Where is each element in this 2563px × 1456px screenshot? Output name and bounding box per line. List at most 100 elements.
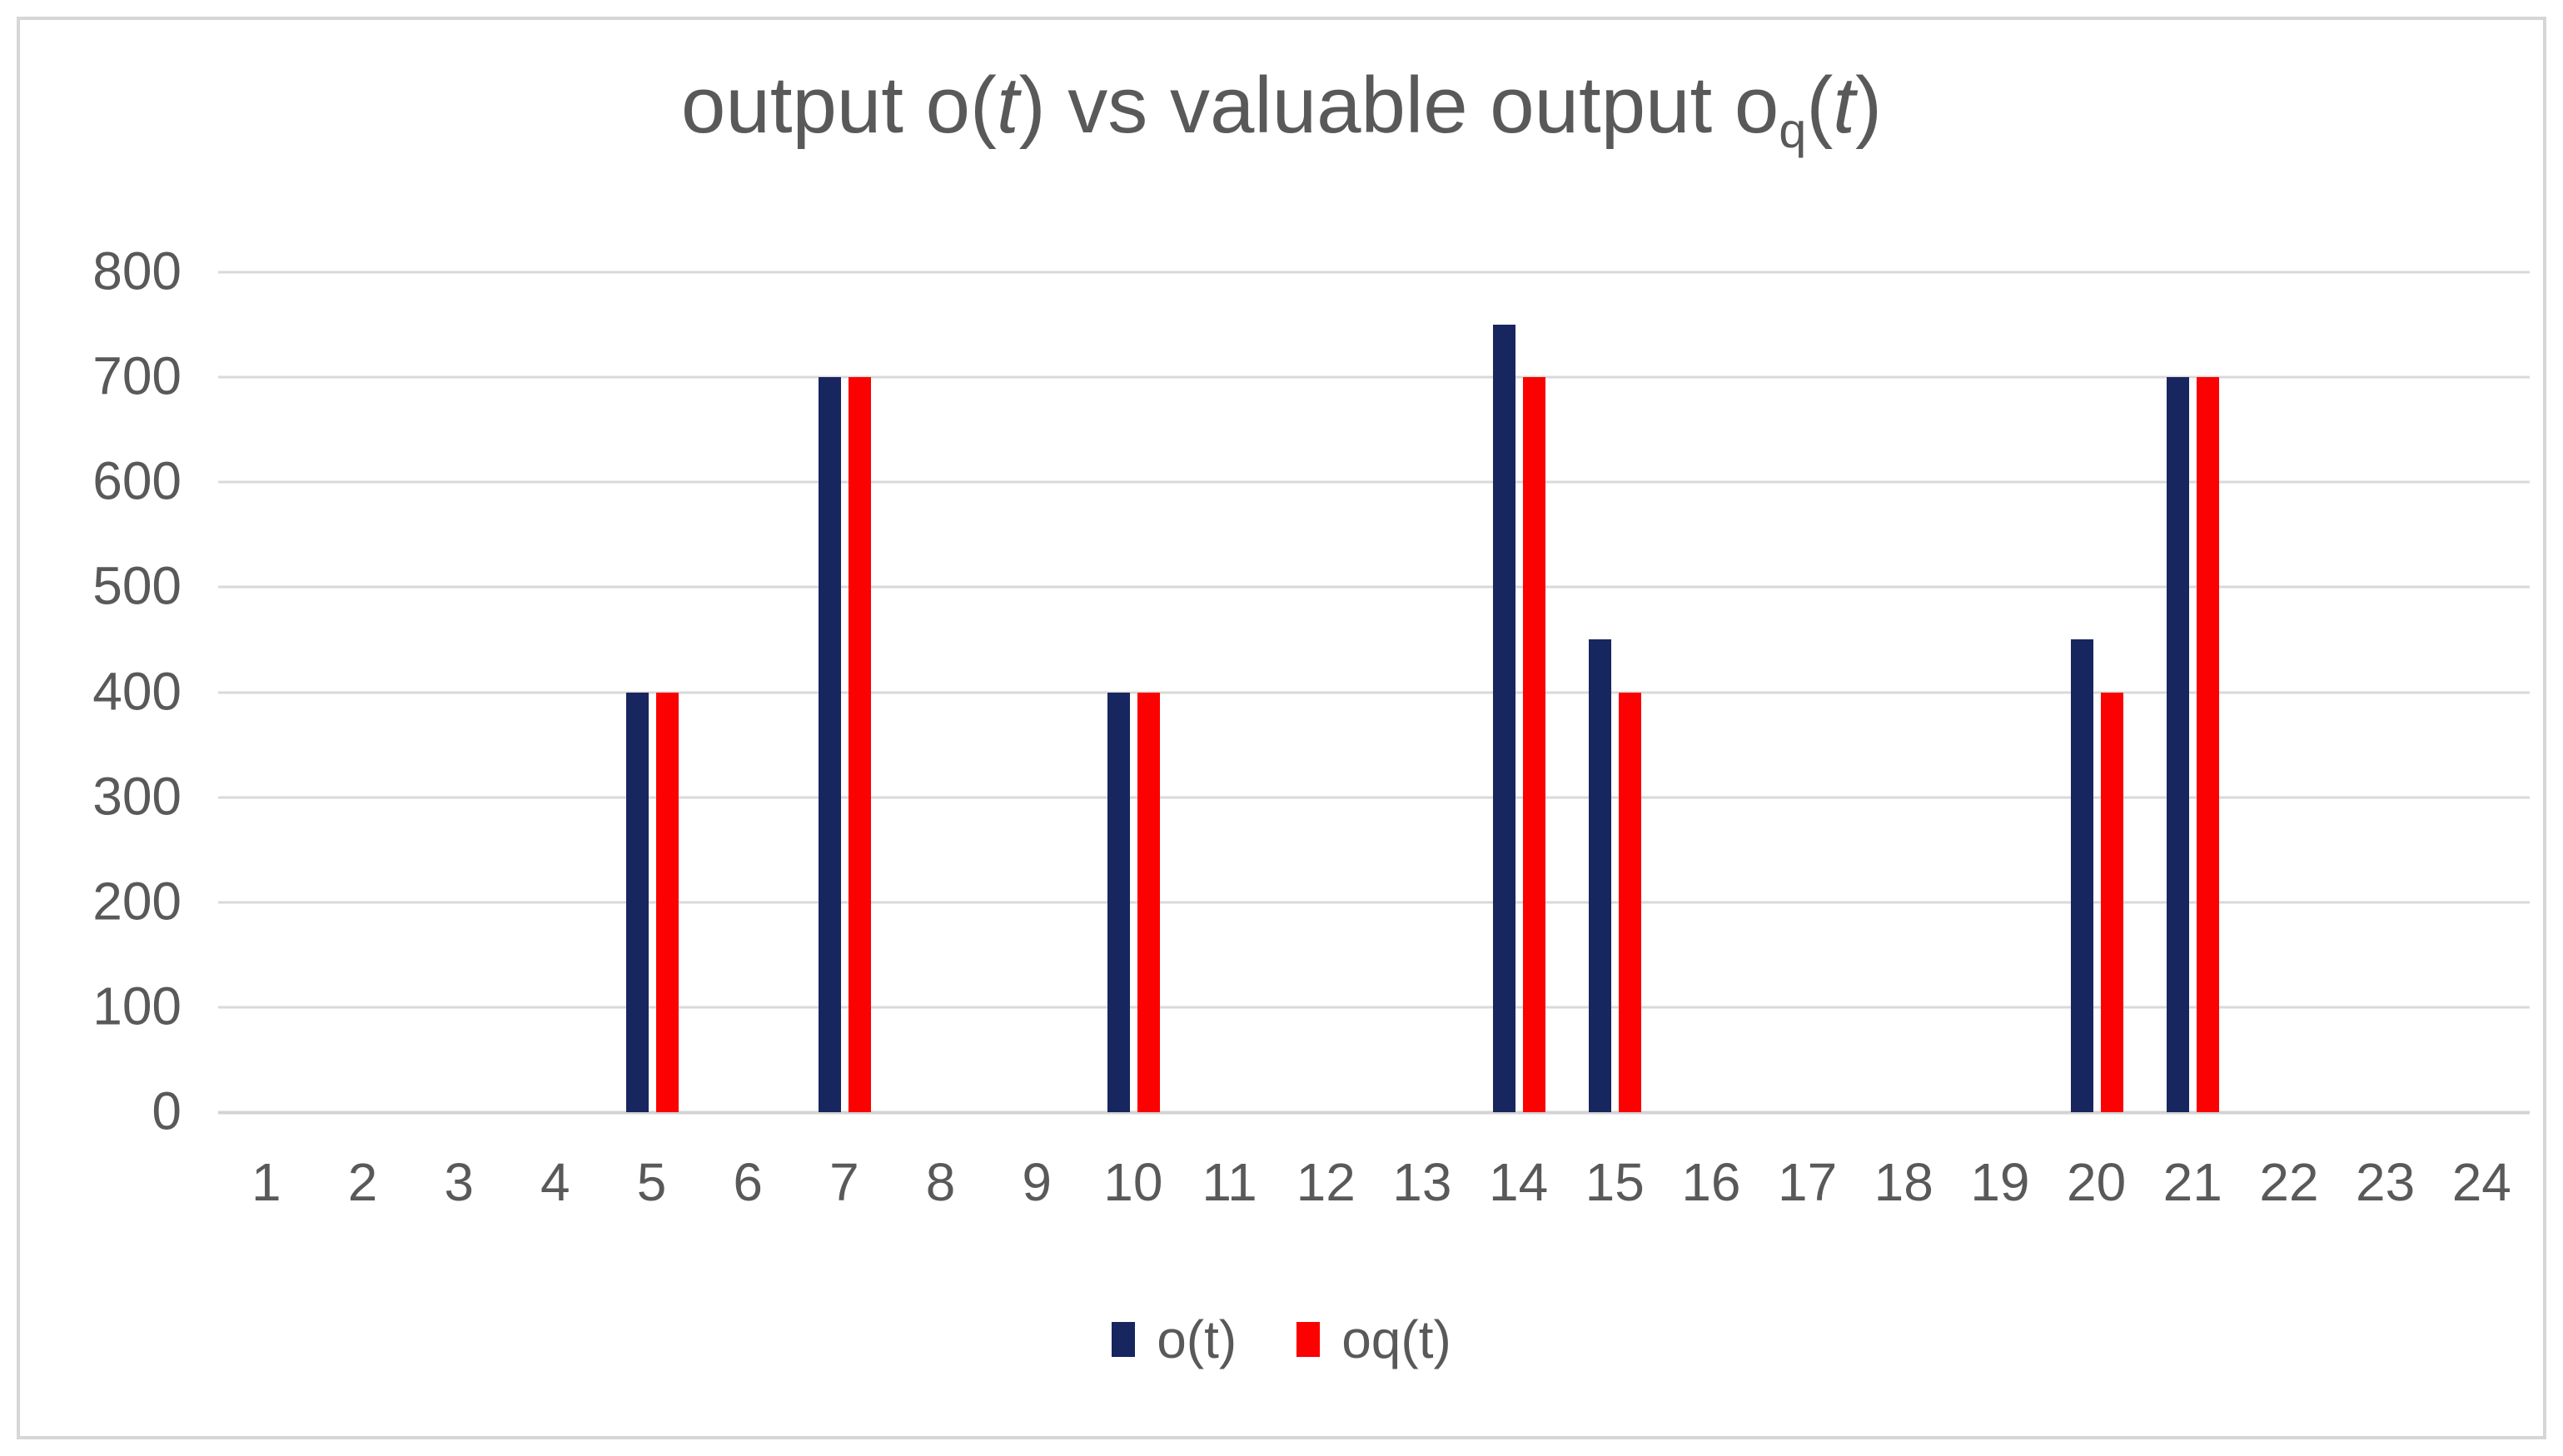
category-slot-16 xyxy=(1663,272,1759,1112)
category-slot-21 xyxy=(2144,272,2241,1112)
y-tick-label-200: 200 xyxy=(92,871,182,932)
y-tick-label-400: 400 xyxy=(92,661,182,722)
chart-title-text: ( xyxy=(1806,61,1834,150)
category-slot-19 xyxy=(1952,272,2048,1112)
category-slot-10 xyxy=(1085,272,1182,1112)
chart-title-text: ) vs valuable output o xyxy=(1018,61,1779,150)
bar-ot-14 xyxy=(1492,325,1515,1112)
gridline-100 xyxy=(218,1006,2530,1009)
legend: o(t) oq(t) xyxy=(0,1309,2563,1370)
legend-swatch-oqt xyxy=(1296,1322,1321,1357)
bar-ot-15 xyxy=(1589,639,1612,1112)
legend-item-ot: o(t) xyxy=(1112,1309,1237,1370)
bar-oqt-20 xyxy=(2100,692,2123,1112)
gridline-800 xyxy=(218,271,2530,274)
gridline-700 xyxy=(218,375,2530,379)
category-slot-4 xyxy=(507,272,604,1112)
x-tick-label-7: 7 xyxy=(829,1152,859,1212)
y-tick-label-500: 500 xyxy=(92,555,182,616)
y-tick-label-100: 100 xyxy=(92,976,182,1036)
chart-title: output o(t) vs valuable output oq(t) xyxy=(0,60,2563,159)
category-slot-14 xyxy=(1471,272,1567,1112)
category-slot-3 xyxy=(411,272,507,1112)
category-slot-24 xyxy=(2433,272,2530,1112)
category-slot-22 xyxy=(2241,272,2337,1112)
category-slot-11 xyxy=(1182,272,1278,1112)
gridline-500 xyxy=(218,585,2530,589)
bars-layer xyxy=(218,272,2530,1112)
x-tick-label-15: 15 xyxy=(1585,1152,1645,1212)
plot-area xyxy=(218,271,2530,1115)
x-tick-label-5: 5 xyxy=(636,1152,667,1212)
legend-item-oqt: oq(t) xyxy=(1296,1309,1451,1370)
x-tick-label-1: 1 xyxy=(251,1152,281,1212)
bar-oqt-14 xyxy=(1522,377,1545,1112)
bar-oqt-15 xyxy=(1619,692,1642,1112)
y-tick-label-300: 300 xyxy=(92,766,182,827)
x-tick-label-2: 2 xyxy=(347,1152,378,1212)
legend-label-ot: o(t) xyxy=(1157,1309,1237,1369)
x-tick-label-23: 23 xyxy=(2356,1152,2416,1212)
chart-frame-border xyxy=(17,17,2546,1439)
legend-label-oqt: oq(t) xyxy=(1341,1309,1451,1369)
chart-title-text: output o( xyxy=(681,61,997,150)
category-slot-5 xyxy=(604,272,700,1112)
chart-title-italic-t: t xyxy=(1833,61,1855,150)
x-tick-label-19: 19 xyxy=(1970,1152,2030,1212)
x-tick-label-8: 8 xyxy=(925,1152,956,1212)
category-slot-8 xyxy=(893,272,989,1112)
bar-ot-7 xyxy=(818,377,841,1112)
category-slot-18 xyxy=(1855,272,1952,1112)
y-tick-label-0: 0 xyxy=(152,1081,182,1141)
category-slot-15 xyxy=(1566,272,1663,1112)
bar-oqt-5 xyxy=(655,692,679,1112)
category-slot-23 xyxy=(2337,272,2434,1112)
x-tick-label-10: 10 xyxy=(1103,1152,1163,1212)
x-tick-label-12: 12 xyxy=(1296,1152,1356,1212)
x-tick-label-24: 24 xyxy=(2451,1152,2511,1212)
x-axis: 1 2 3 4 5 6 7 8 9 10 11 12 13 14 15 16 17 18 19 20 21 22 23 24 xyxy=(218,1151,2530,1213)
x-tick-label-22: 22 xyxy=(2259,1152,2319,1212)
bar-ot-21 xyxy=(2167,377,2190,1112)
bar-oqt-10 xyxy=(1137,692,1160,1112)
bar-oqt-7 xyxy=(848,377,871,1112)
x-tick-label-9: 9 xyxy=(1022,1152,1052,1212)
chart-title-text: ) xyxy=(1854,61,1882,150)
bar-ot-20 xyxy=(2070,639,2093,1112)
bar-oqt-21 xyxy=(2197,377,2220,1112)
x-tick-label-14: 14 xyxy=(1488,1152,1549,1212)
y-tick-label-600: 600 xyxy=(92,450,182,511)
category-slot-17 xyxy=(1759,272,1856,1112)
gridline-200 xyxy=(218,901,2530,904)
x-tick-label-11: 11 xyxy=(1202,1152,1257,1212)
x-tick-label-13: 13 xyxy=(1392,1152,1452,1212)
chart-title-subscript-q: q xyxy=(1779,102,1807,158)
x-tick-label-17: 17 xyxy=(1777,1152,1838,1212)
x-tick-label-20: 20 xyxy=(2067,1152,2127,1212)
x-tick-label-4: 4 xyxy=(540,1152,570,1212)
y-axis: 0 100 200 300 400 500 600 700 800 xyxy=(0,241,182,1141)
category-slot-20 xyxy=(2048,272,2145,1112)
x-tick-label-3: 3 xyxy=(444,1152,474,1212)
y-tick-label-700: 700 xyxy=(92,345,182,406)
x-tick-label-21: 21 xyxy=(2162,1152,2222,1212)
x-tick-label-18: 18 xyxy=(1874,1152,1933,1212)
bar-ot-10 xyxy=(1107,692,1130,1112)
gridline-400 xyxy=(218,691,2530,693)
y-tick-label-800: 800 xyxy=(92,241,182,301)
category-slot-2 xyxy=(315,272,411,1112)
gridline-300 xyxy=(218,796,2530,799)
gridline-600 xyxy=(218,480,2530,484)
category-slot-1 xyxy=(218,272,315,1112)
bar-ot-5 xyxy=(625,692,649,1112)
legend-swatch-ot xyxy=(1112,1322,1136,1357)
category-slot-12 xyxy=(1277,272,1374,1112)
category-slot-13 xyxy=(1374,272,1471,1112)
category-slot-6 xyxy=(699,272,796,1112)
x-tick-label-16: 16 xyxy=(1681,1152,1741,1212)
gridline-0 xyxy=(218,1111,2530,1115)
x-tick-label-6: 6 xyxy=(733,1152,763,1212)
chart-title-italic-t: t xyxy=(996,61,1019,150)
category-slot-9 xyxy=(988,272,1085,1112)
